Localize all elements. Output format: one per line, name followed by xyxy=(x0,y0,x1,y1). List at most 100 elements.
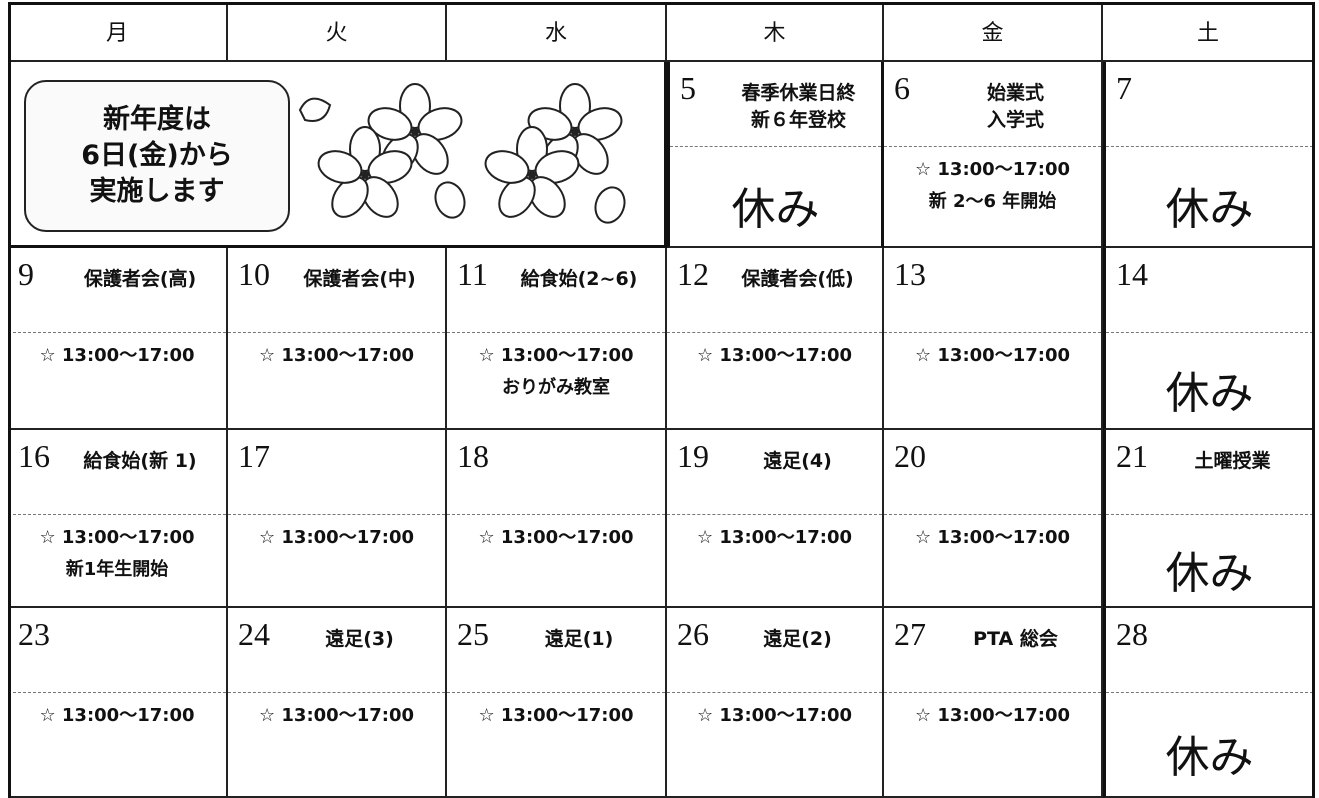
dashed-divider xyxy=(884,332,1101,333)
day-cell: 20 ☆ 13:00〜17:00 xyxy=(884,430,1103,608)
event: 土曜授業 xyxy=(1158,448,1307,475)
date-number: 13 xyxy=(894,256,926,292)
day-header: 月 xyxy=(8,2,228,62)
date-number: 19 xyxy=(677,438,709,474)
time-block: ☆ 13:00〜17:00 xyxy=(228,700,445,732)
date-number: 28 xyxy=(1116,616,1148,652)
dashed-divider xyxy=(670,146,881,147)
cherry-blossoms xyxy=(298,83,626,224)
day-cell: 13 ☆ 13:00〜17:00 xyxy=(884,248,1103,430)
holiday-label: 休み xyxy=(1165,548,1254,599)
date-number: 26 xyxy=(677,616,709,652)
event: 給食始(2~6) xyxy=(499,266,659,293)
notice-cell xyxy=(8,62,667,248)
dashed-divider xyxy=(1106,692,1313,693)
event-line: 遠足(4) xyxy=(763,450,832,472)
event: 始業式 入学式 xyxy=(936,80,1095,134)
day-cell: 26 遠足(2) ☆ 13:00〜17:00 xyxy=(667,608,884,798)
time-block: ☆ 13:00〜17:00 xyxy=(447,522,665,554)
day-cell: 9 保護者会(高) ☆ 13:00〜17:00 xyxy=(8,248,228,430)
event-line: 給食始(2~6) xyxy=(520,268,638,290)
time-line: ☆ 13:00〜17:00 xyxy=(259,345,414,366)
day-cell: 12 保護者会(低) ☆ 13:00〜17:00 xyxy=(667,248,884,430)
day-header: 金 xyxy=(884,2,1103,62)
holiday-label: 休み xyxy=(1165,368,1254,419)
day-cell: 17 ☆ 13:00〜17:00 xyxy=(228,430,447,608)
day-header: 木 xyxy=(667,2,884,62)
date-number: 23 xyxy=(18,616,50,652)
event-line: 春季休業日終 xyxy=(741,82,856,104)
day-cell: 6 始業式 入学式 ☆ 13:00〜17:00 新 2〜6 年開始 xyxy=(884,62,1103,248)
time-block: ☆ 13:00〜17:00 xyxy=(884,340,1101,372)
date-number: 5 xyxy=(680,70,696,106)
time-block: ☆ 13:00〜17:00 xyxy=(884,522,1101,554)
event: 給食始(新 1) xyxy=(60,448,220,475)
holiday-label: 休み xyxy=(1165,184,1254,235)
date-number: 12 xyxy=(677,256,709,292)
day-cell: 5 春季休業日終 新６年登校 休み xyxy=(667,62,884,248)
time-block: ☆ 13:00〜17:00 xyxy=(8,700,226,732)
dashed-divider xyxy=(667,692,882,693)
notice-box: 新年度は 6日(金)から 実施します xyxy=(24,80,290,232)
time-block: ☆ 13:00〜17:00 xyxy=(667,340,882,372)
dashed-divider xyxy=(8,332,226,333)
date-number: 10 xyxy=(238,256,270,292)
day-cell: 16 給食始(新 1) ☆ 13:00〜17:00 新1年生開始 xyxy=(8,430,228,608)
event-line: 遠足(3) xyxy=(325,628,394,650)
time-line: ☆ 13:00〜17:00 xyxy=(39,705,195,726)
time-line: ☆ 13:00〜17:00 xyxy=(915,159,1070,180)
time-line: おりがみ教室 xyxy=(502,377,610,398)
date-number: 24 xyxy=(238,616,270,652)
dashed-divider xyxy=(447,332,665,333)
date-number: 20 xyxy=(894,438,926,474)
dashed-divider xyxy=(8,514,226,515)
notice-line: 実施します xyxy=(89,176,225,207)
day-cell: 11 給食始(2~6) ☆ 13:00〜17:00 おりがみ教室 xyxy=(447,248,667,430)
day-cell: 25 遠足(1) ☆ 13:00〜17:00 xyxy=(447,608,667,798)
date-number: 17 xyxy=(238,438,270,474)
dashed-divider xyxy=(228,692,445,693)
day-header: 土 xyxy=(1103,2,1315,62)
dashed-divider xyxy=(228,514,445,515)
day-cell: 19 遠足(4) ☆ 13:00〜17:00 xyxy=(667,430,884,608)
time-block: ☆ 13:00〜17:00 xyxy=(884,700,1101,732)
event: 遠足(4) xyxy=(719,448,876,475)
date-number: 11 xyxy=(457,256,488,292)
event-line: 保護者会(中) xyxy=(303,268,416,290)
dashed-divider xyxy=(447,514,665,515)
time-line: ☆ 13:00〜17:00 xyxy=(39,527,195,548)
time-line: ☆ 13:00〜17:00 xyxy=(915,527,1070,548)
day-header: 水 xyxy=(447,2,667,62)
dashed-divider xyxy=(884,514,1101,515)
event-line: 入学式 xyxy=(986,109,1044,131)
event-line: PTA 総会 xyxy=(973,628,1058,650)
dashed-divider xyxy=(1106,146,1313,147)
time-line: ☆ 13:00〜17:00 xyxy=(259,527,414,548)
dashed-divider xyxy=(8,692,226,693)
dashed-divider xyxy=(1106,514,1313,515)
time-line: ☆ 13:00〜17:00 xyxy=(259,705,414,726)
time-block: ☆ 13:00〜17:00 xyxy=(228,340,445,372)
time-line: ☆ 13:00〜17:00 xyxy=(697,527,852,548)
holiday-label: 休み xyxy=(1165,732,1254,783)
dashed-divider xyxy=(667,514,882,515)
event: PTA 総会 xyxy=(936,626,1095,653)
event-line: 遠足(2) xyxy=(763,628,832,650)
time-line: ☆ 13:00〜17:00 xyxy=(39,345,195,366)
date-number: 7 xyxy=(1116,70,1132,106)
time-block: ☆ 13:00〜17:00 xyxy=(667,700,882,732)
time-block: ☆ 13:00〜17:00 xyxy=(8,340,226,372)
time-line: ☆ 13:00〜17:00 xyxy=(915,705,1070,726)
day-cell: 14 休み xyxy=(1103,248,1315,430)
time-line: 新 2〜6 年開始 xyxy=(928,191,1057,212)
day-cell: 27 PTA 総会 ☆ 13:00〜17:00 xyxy=(884,608,1103,798)
day-cell: 21 土曜授業 休み xyxy=(1103,430,1315,608)
event-line: 保護者会(低) xyxy=(741,268,854,290)
day-cell: 18 ☆ 13:00〜17:00 xyxy=(447,430,667,608)
time-block: ☆ 13:00〜17:00 新1年生開始 xyxy=(8,522,226,586)
event-line: 土曜授業 xyxy=(1194,450,1271,472)
event: 春季休業日終 新６年登校 xyxy=(722,80,875,134)
notice-line: 6日(金)から xyxy=(81,140,233,171)
time-block: ☆ 13:00〜17:00 xyxy=(447,700,665,732)
